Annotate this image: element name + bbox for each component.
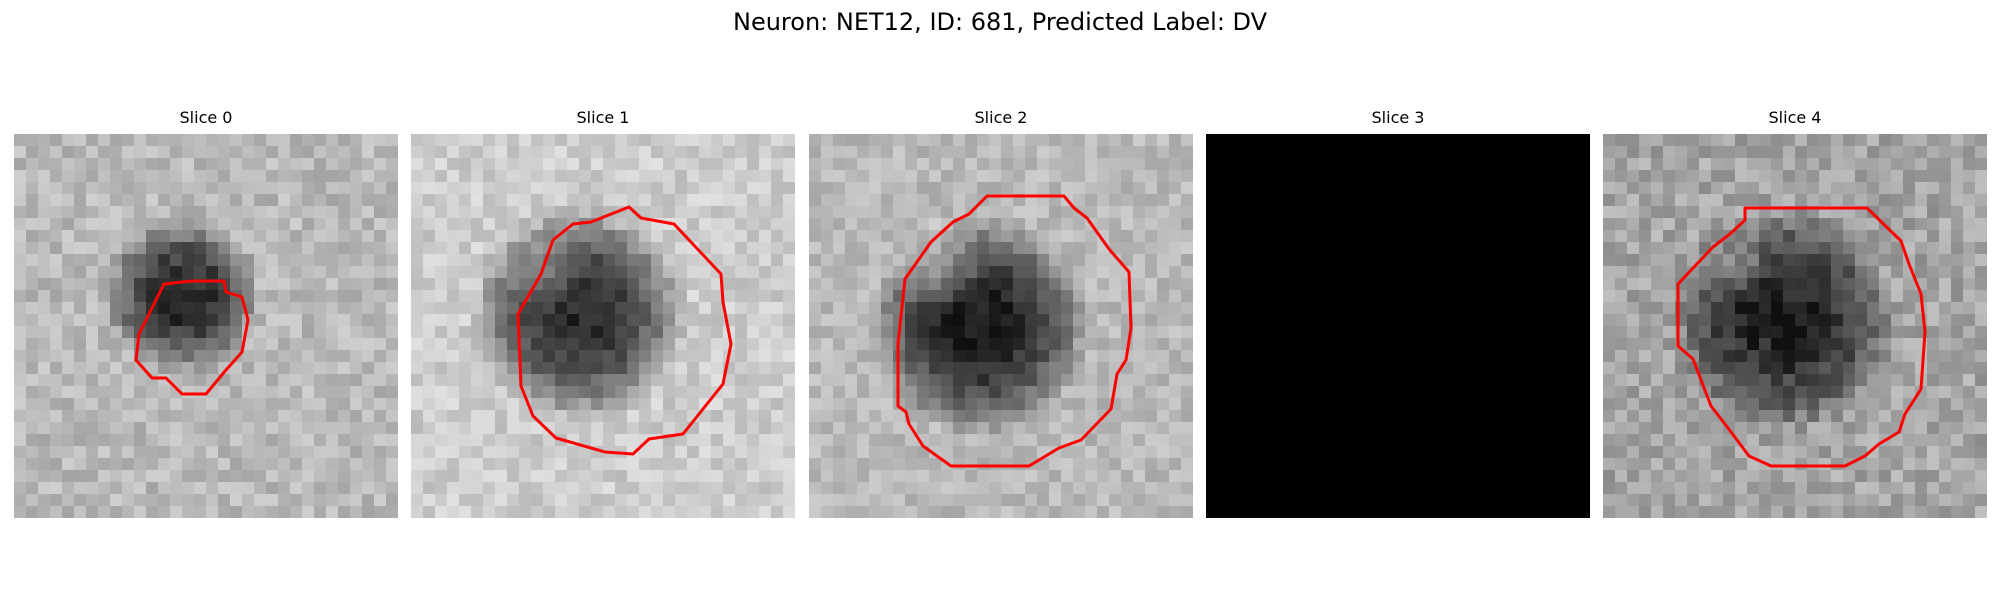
- slice-2-roi-contour: [896, 194, 1133, 468]
- slice-3-image: [1206, 134, 1590, 518]
- slice-0-title: Slice 0: [179, 108, 233, 127]
- slice-4-title: Slice 4: [1768, 108, 1822, 127]
- slice-4-roi-contour: [1676, 206, 1927, 468]
- slice-4-image: [1603, 134, 1987, 518]
- slice-1-image: [411, 134, 795, 518]
- figure-title: Neuron: NET12, ID: 681, Predicted Label:…: [732, 8, 1268, 36]
- slice-2-title: Slice 2: [974, 108, 1028, 127]
- slice-3-microscopy: [1206, 134, 1590, 518]
- slice-2-image: [809, 134, 1193, 518]
- slice-1-title: Slice 1: [576, 108, 630, 127]
- slice-0-image: [14, 134, 398, 518]
- slice-1-roi-contour: [516, 205, 733, 456]
- slice-2-microscopy: [809, 134, 1193, 518]
- slice-3-title: Slice 3: [1371, 108, 1425, 127]
- slice-1-microscopy: [411, 134, 795, 518]
- slice-0-roi-contour: [134, 279, 250, 396]
- slice-0-microscopy: [14, 134, 398, 518]
